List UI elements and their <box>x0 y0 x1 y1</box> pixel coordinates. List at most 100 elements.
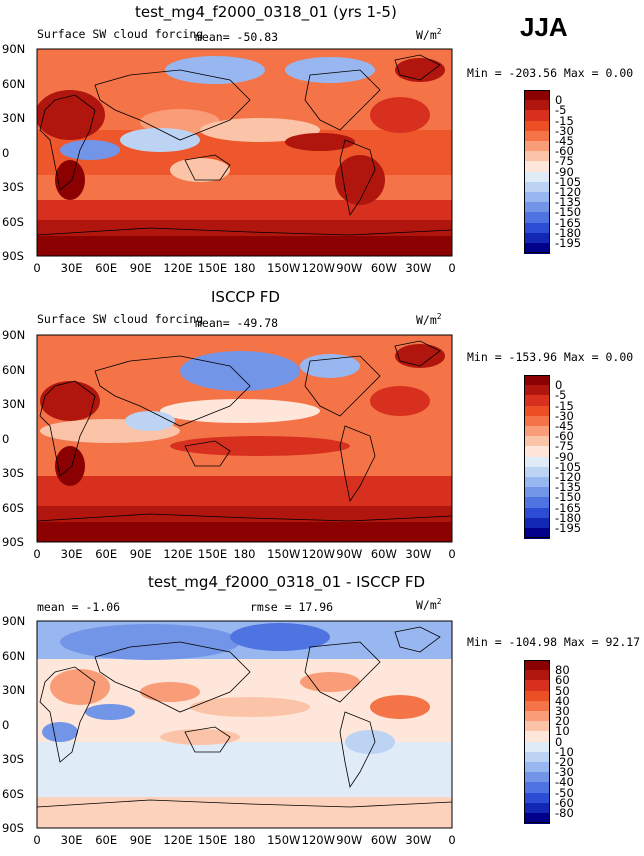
panel-3-rmse-label: rmse = 17.96 <box>250 600 334 614</box>
lat-tick-label: 60S <box>2 786 24 801</box>
colorbar-label: -45 <box>555 419 574 433</box>
panel-3-minmax: Min = -104.98 Max = 92.17 <box>467 635 641 649</box>
colorbar-label: -75 <box>555 439 574 454</box>
lon-tick-label: 0 <box>33 261 41 275</box>
panel-2-title: ISCCP FD <box>211 288 280 306</box>
lat-tick-label: 30S <box>2 466 24 480</box>
colorbar-label: 50 <box>555 683 570 698</box>
colorbar-label: 10 <box>555 724 570 739</box>
lon-tick-label: 60W <box>370 833 397 847</box>
colorbar-swatch <box>524 792 550 804</box>
colorbar-swatch <box>524 192 550 203</box>
colorbar-swatch <box>524 222 550 234</box>
lon-tick-label: 90W <box>336 547 363 561</box>
lon-tick-label: 150W <box>267 261 301 275</box>
colorbar-label: -120 <box>555 185 582 199</box>
lon-tick-label: 120E <box>163 261 193 275</box>
colorbar-label: -80 <box>555 806 574 820</box>
colorbar-swatch <box>524 130 550 142</box>
lon-tick-label: 180 <box>233 833 256 847</box>
lat-tick-label: 30N <box>2 111 26 125</box>
panel-3-units: W/m2 <box>416 597 442 612</box>
colorbar-swatch <box>524 772 550 783</box>
season-label: JJA <box>520 12 568 42</box>
panel-1-variable-label: Surface SW cloud forcing <box>37 27 204 41</box>
colorbar-label: -165 <box>555 500 582 515</box>
lon-tick-label: 0 <box>33 833 41 847</box>
lon-tick-label: 150E <box>197 261 228 275</box>
map-panel-2 <box>36 334 453 543</box>
colorbar-swatch <box>524 751 550 763</box>
colorbar-swatch <box>524 415 550 427</box>
lon-tick-label: 120W <box>301 547 335 561</box>
panel-2-minmax: Min = -153.96 Max = 0.00 <box>467 350 634 364</box>
colorbar-swatch <box>524 782 550 794</box>
lon-tick-label: 0 <box>448 547 456 561</box>
lon-tick-label: 60E <box>95 833 118 847</box>
lon-tick-label: 90E <box>129 261 152 275</box>
colorbar-swatch <box>524 375 550 386</box>
colorbar-swatch <box>524 243 550 254</box>
colorbar-swatch <box>524 507 550 519</box>
colorbar-label: -195 <box>555 236 582 250</box>
colorbar-swatch <box>524 171 550 183</box>
panel-1-units: W/m2 <box>416 27 442 42</box>
panel-1-mean-label: mean= -50.83 <box>195 30 279 44</box>
panel-2-mean-label: mean= -49.78 <box>195 316 279 330</box>
lon-tick-label: 0 <box>448 261 456 275</box>
colorbar-swatch <box>524 212 550 224</box>
colorbar-swatch <box>524 813 550 824</box>
colorbar-swatch <box>524 741 550 753</box>
colorbar-label: -195 <box>555 521 582 535</box>
colorbar-swatch <box>524 161 550 173</box>
colorbar-swatch <box>524 528 550 539</box>
colorbar-swatch <box>524 517 550 529</box>
colorbar-label: -30 <box>555 408 574 423</box>
colorbar-label: -90 <box>555 164 574 179</box>
lon-tick-label: 30E <box>60 261 83 275</box>
lon-tick-label: 60E <box>95 547 118 561</box>
lat-tick-label: 30N <box>2 397 26 411</box>
lat-tick-label: 90S <box>2 249 24 263</box>
colorbar-frame <box>524 660 550 824</box>
colorbar-label: 0 <box>555 734 563 749</box>
colorbar-frame <box>524 90 550 254</box>
panel-2-units: W/m2 <box>416 312 442 327</box>
lon-tick-label: 30W <box>405 261 432 275</box>
lon-tick-label: 150E <box>197 547 228 561</box>
colorbar-label: 0 <box>555 378 563 393</box>
lon-tick-label: 30W <box>405 833 432 847</box>
colorbar-swatch <box>524 680 550 692</box>
colorbar-label: -15 <box>555 398 574 413</box>
lon-tick-label: 150W <box>267 833 301 847</box>
colorbar-label: -180 <box>555 510 582 525</box>
lon-tick-label: 0 <box>33 547 41 561</box>
colorbar-label: 40 <box>555 693 570 708</box>
colorbar-swatch <box>524 100 550 111</box>
colorbar-label: -105 <box>555 174 582 189</box>
lat-tick-label: 90S <box>2 535 24 549</box>
lat-tick-label: 0 <box>2 717 10 732</box>
colorbar-swatch <box>524 405 550 417</box>
colorbar-label: 20 <box>555 714 570 729</box>
panel-3-mean-label: mean = -1.06 <box>37 600 121 614</box>
colorbar-swatch <box>524 660 550 671</box>
colorbar-label: -60 <box>555 429 574 444</box>
panel-1-title: test_mg4_f2000_0318_01 (yrs 1-5) <box>135 3 397 21</box>
colorbar-label: -5 <box>555 388 567 403</box>
colorbar-label: -30 <box>555 765 574 780</box>
lon-tick-label: 150E <box>197 833 228 847</box>
lon-tick-label: 90E <box>129 833 152 847</box>
colorbar-swatch <box>524 395 550 407</box>
lon-tick-label: 60W <box>370 261 397 275</box>
lon-tick-label: 30E <box>60 833 83 847</box>
colorbar-swatch <box>524 731 550 743</box>
lat-tick-label: 30N <box>2 683 26 697</box>
colorbar-swatch <box>524 141 550 152</box>
colorbar-swatch <box>524 202 550 213</box>
colorbar-frame <box>524 375 550 539</box>
lat-tick-label: 60N <box>2 76 26 91</box>
colorbar-label: -150 <box>555 205 582 220</box>
lon-tick-label: 30W <box>405 547 432 561</box>
lon-tick-label: 60W <box>370 547 397 561</box>
